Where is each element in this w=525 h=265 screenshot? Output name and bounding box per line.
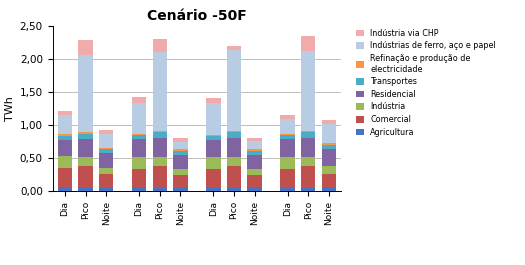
- Bar: [99, 130, 113, 134]
- Bar: [247, 149, 262, 151]
- Bar: [78, 139, 93, 157]
- Bar: [280, 188, 295, 191]
- Bar: [153, 39, 167, 52]
- Bar: [78, 166, 93, 188]
- Bar: [247, 175, 262, 188]
- Bar: [247, 141, 262, 149]
- Bar: [280, 135, 295, 139]
- Bar: [153, 157, 167, 166]
- Bar: [322, 143, 336, 145]
- Bar: [58, 136, 72, 140]
- Bar: [173, 188, 187, 191]
- Bar: [247, 155, 262, 169]
- Bar: [153, 188, 167, 191]
- Bar: [78, 134, 93, 139]
- Bar: [227, 131, 241, 132]
- Bar: [99, 134, 113, 148]
- Bar: [301, 138, 316, 157]
- Bar: [173, 175, 187, 188]
- Bar: [322, 120, 336, 124]
- Bar: [58, 111, 72, 114]
- Bar: [206, 140, 220, 157]
- Bar: [153, 138, 167, 157]
- Bar: [173, 169, 187, 175]
- Bar: [58, 168, 72, 188]
- Bar: [132, 97, 146, 103]
- Bar: [206, 135, 220, 136]
- Bar: [99, 149, 113, 153]
- Bar: [99, 188, 113, 191]
- Bar: [301, 157, 316, 166]
- Bar: [78, 55, 93, 132]
- Bar: [132, 169, 146, 188]
- Bar: [227, 157, 241, 166]
- Y-axis label: TWh: TWh: [5, 96, 15, 121]
- Bar: [301, 131, 316, 132]
- Bar: [227, 188, 241, 191]
- Bar: [227, 166, 241, 188]
- Bar: [227, 50, 241, 131]
- Bar: [280, 157, 295, 169]
- Bar: [78, 157, 93, 166]
- Bar: [301, 132, 316, 138]
- Bar: [322, 174, 336, 188]
- Bar: [206, 136, 220, 140]
- Bar: [322, 166, 336, 174]
- Bar: [99, 168, 113, 174]
- Bar: [78, 188, 93, 191]
- Legend: Indústria via CHP, Indústrias de ferro, aço e papel, Refinação e produção de
ele: Indústria via CHP, Indústrias de ferro, …: [354, 27, 497, 138]
- Bar: [206, 157, 220, 169]
- Bar: [173, 138, 187, 142]
- Bar: [58, 114, 72, 134]
- Bar: [132, 135, 146, 139]
- Bar: [280, 169, 295, 188]
- Bar: [247, 138, 262, 141]
- Bar: [132, 134, 146, 135]
- Bar: [301, 51, 316, 131]
- Bar: [153, 166, 167, 188]
- Bar: [206, 98, 220, 103]
- Bar: [58, 140, 72, 156]
- Bar: [58, 188, 72, 191]
- Bar: [280, 134, 295, 135]
- Bar: [322, 145, 336, 149]
- Bar: [322, 149, 336, 166]
- Bar: [301, 36, 316, 51]
- Bar: [280, 119, 295, 134]
- Bar: [206, 103, 220, 135]
- Bar: [132, 188, 146, 191]
- Bar: [58, 134, 72, 136]
- Bar: [206, 169, 220, 188]
- Bar: [301, 188, 316, 191]
- Bar: [173, 149, 187, 151]
- Bar: [322, 188, 336, 191]
- Bar: [247, 188, 262, 191]
- Bar: [99, 148, 113, 149]
- Bar: [173, 151, 187, 155]
- Bar: [247, 151, 262, 155]
- Bar: [132, 157, 146, 169]
- Bar: [280, 114, 295, 119]
- Bar: [322, 124, 336, 143]
- Bar: [78, 40, 93, 55]
- Bar: [78, 132, 93, 134]
- Bar: [153, 131, 167, 132]
- Bar: [247, 169, 262, 175]
- Bar: [58, 156, 72, 168]
- Bar: [99, 153, 113, 168]
- Bar: [132, 139, 146, 157]
- Bar: [153, 132, 167, 138]
- Bar: [132, 103, 146, 134]
- Bar: [227, 138, 241, 157]
- Title: Cenário -50F: Cenário -50F: [147, 8, 247, 23]
- Bar: [99, 174, 113, 188]
- Bar: [206, 188, 220, 191]
- Bar: [227, 46, 241, 50]
- Bar: [227, 132, 241, 138]
- Bar: [173, 142, 187, 149]
- Bar: [280, 139, 295, 157]
- Bar: [301, 166, 316, 188]
- Bar: [153, 52, 167, 131]
- Bar: [173, 155, 187, 169]
